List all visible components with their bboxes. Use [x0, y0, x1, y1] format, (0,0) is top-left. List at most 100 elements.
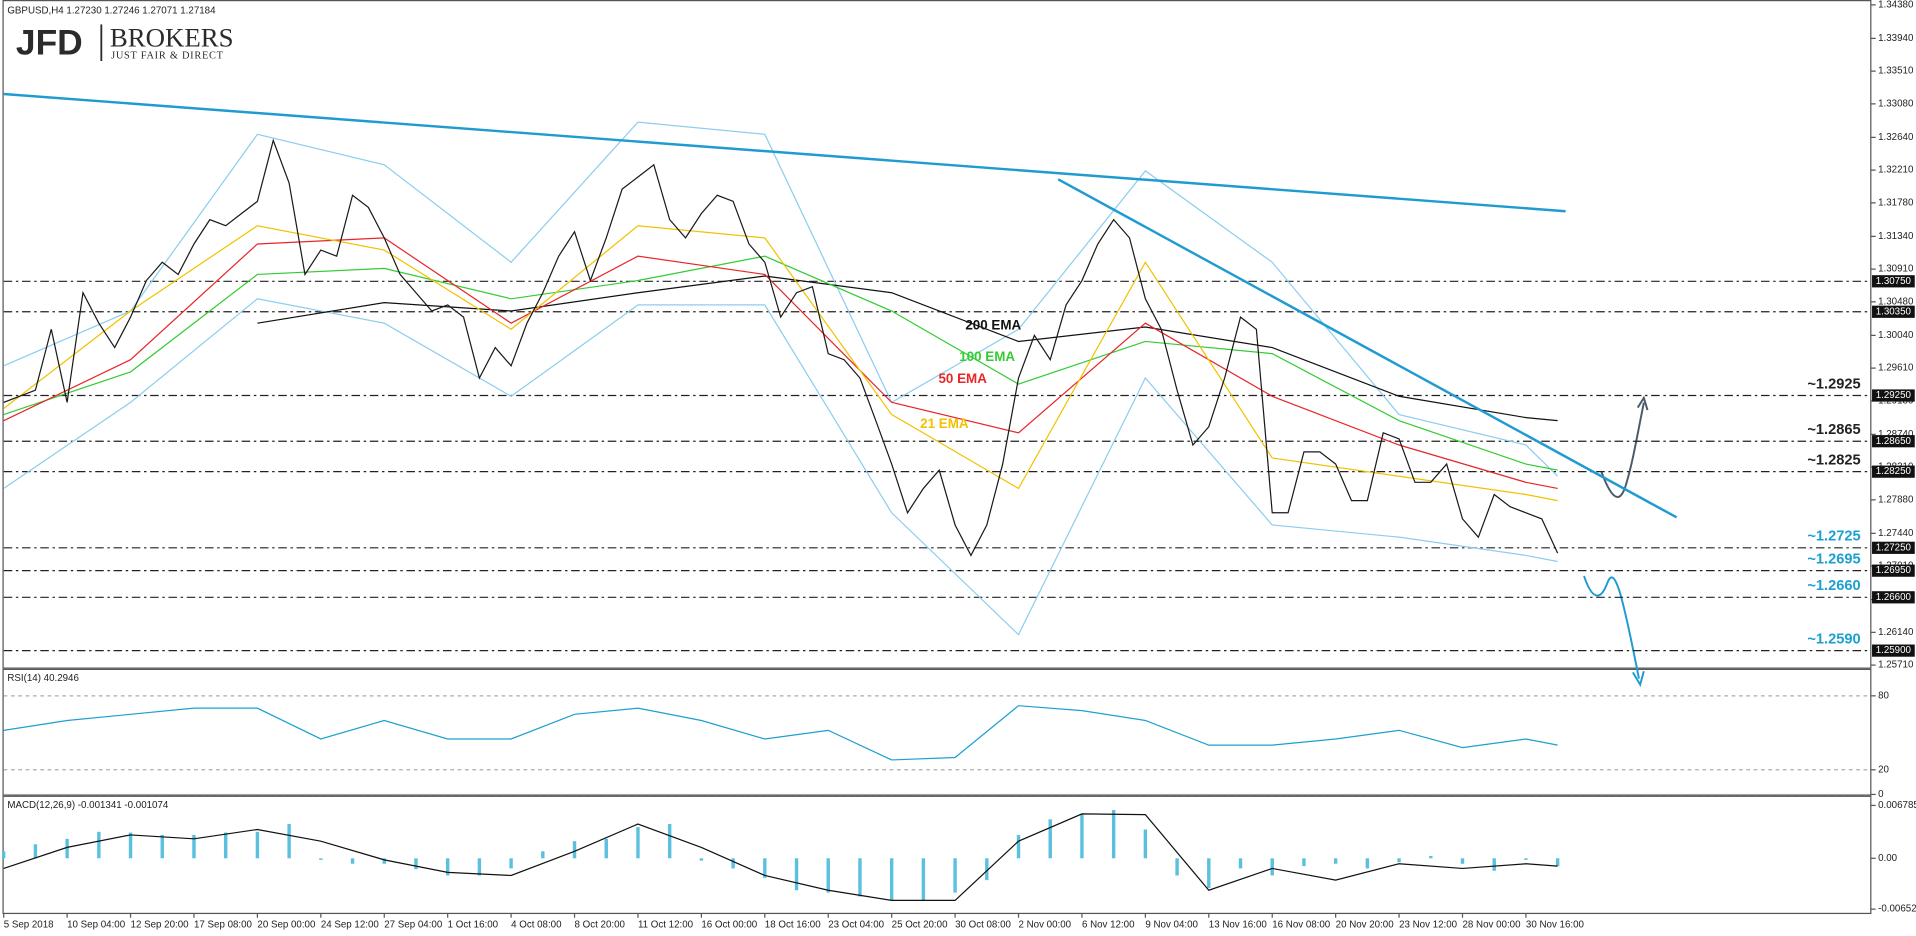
x-tick-label: 17 Sep 08:00	[194, 920, 253, 931]
x-tick-label: 1 Oct 16:00	[448, 920, 499, 931]
level-tag-label: 1.30350	[1876, 306, 1912, 317]
bullish-arrow-head	[1636, 395, 1649, 411]
series-line	[3, 237, 1558, 490]
level-tag-label: 1.27250	[1876, 542, 1912, 553]
series-line	[3, 705, 1558, 761]
series-line	[3, 138, 1559, 557]
histogram-bar	[97, 831, 101, 859]
level-tag	[1872, 275, 1915, 288]
series-line	[3, 298, 1558, 636]
histogram-bar	[1207, 858, 1211, 888]
series-label: 50 EMA	[938, 371, 987, 386]
level-tag	[1872, 389, 1915, 402]
x-tick-label: 11 Oct 12:00	[638, 920, 694, 931]
level-tag-label: 1.28650	[1876, 436, 1912, 447]
histogram-bar	[1, 851, 6, 859]
y-tick-label: 1.29610	[1878, 363, 1914, 374]
logo-word: BROKERS	[110, 22, 234, 52]
x-tick-label: 23 Oct 04:00	[828, 920, 884, 931]
histogram-bar	[763, 858, 767, 878]
level-note: ~1.2660	[1807, 578, 1860, 594]
series-line	[3, 225, 1558, 502]
level-note: ~1.2865	[1807, 422, 1860, 438]
x-tick-label: 28 Nov 00:00	[1463, 920, 1522, 931]
histogram-bar	[1397, 858, 1401, 863]
series-label: 100 EMA	[959, 349, 1015, 364]
series-line	[3, 121, 1559, 477]
histogram-bar	[1175, 858, 1179, 876]
x-tick-label: 16 Oct 00:00	[701, 920, 757, 931]
trendline	[1057, 178, 1678, 519]
y-tick-label: 1.27440	[1878, 528, 1914, 539]
x-tick-label: 24 Sep 12:00	[321, 920, 380, 931]
level-tag-label: 1.26950	[1876, 565, 1912, 576]
histogram-bar	[509, 858, 513, 869]
histogram-bar	[572, 841, 577, 859]
level-note: ~1.2925	[1807, 376, 1860, 392]
y-tick-label: 1.30480	[1878, 296, 1914, 307]
y-tick-label: 0.00	[1878, 853, 1898, 864]
histogram-bar	[731, 858, 735, 869]
x-tick-label: 4 Oct 08:00	[511, 920, 562, 931]
histogram-bar	[921, 858, 926, 901]
level-note: ~1.2695	[1807, 552, 1860, 568]
histogram-bar	[414, 858, 418, 870]
series-line	[3, 255, 1558, 471]
histogram-bar	[1302, 858, 1306, 867]
histogram-bar	[953, 858, 957, 893]
histogram-bar	[1111, 809, 1116, 859]
level-tag-label: 1.26600	[1876, 592, 1912, 603]
histogram-bar	[889, 858, 894, 901]
histogram-bar	[33, 844, 38, 859]
histogram-bar	[287, 824, 291, 859]
level-tag	[1872, 305, 1915, 318]
histogram-bar	[1080, 813, 1084, 859]
x-tick-label: 9 Nov 04:00	[1145, 920, 1198, 931]
histogram-bar	[1333, 858, 1338, 864]
y-tick-label: 1.26140	[1878, 627, 1914, 638]
y-tick-label: 80	[1878, 690, 1889, 701]
trendline	[3, 92, 1566, 213]
histogram-bar	[985, 858, 989, 881]
histogram-bar	[192, 834, 196, 859]
bearish-arrow-head	[1632, 670, 1645, 688]
series-label: 21 EMA	[920, 416, 969, 431]
level-tag	[1872, 541, 1915, 554]
scenario-arrows	[1583, 395, 1649, 688]
histogram-bar	[160, 834, 164, 859]
bullish-arrow	[1600, 402, 1645, 498]
level-tag-label: 1.29250	[1876, 390, 1912, 401]
x-tick-label: 20 Nov 20:00	[1336, 920, 1395, 931]
x-tick-label: 8 Oct 20:00	[575, 920, 626, 931]
level-note: ~1.2725	[1807, 529, 1860, 545]
y-tick-label: 1.31340	[1878, 231, 1914, 242]
y-tick-label: 0.006785	[1878, 800, 1916, 811]
x-tick-label: 5 Sep 2018	[4, 920, 54, 931]
x-tick-label: 20 Sep 00:00	[257, 920, 316, 931]
histogram-bar	[858, 858, 862, 897]
x-tick-label: 10 Sep 04:00	[67, 920, 126, 931]
histogram-bar	[826, 858, 830, 893]
histogram-bar	[1048, 819, 1052, 859]
histogram-bar	[1524, 858, 1528, 860]
x-tick-label: 12 Sep 20:00	[131, 920, 190, 931]
histogram-bar	[1143, 829, 1148, 859]
logo-tagline: JUST FAIR & DIRECT	[111, 51, 224, 62]
level-tag	[1872, 564, 1915, 577]
histogram-bar	[1238, 858, 1243, 869]
panel-title: GBPUSD,H4 1.27230 1.27246 1.27071 1.2718…	[7, 6, 216, 17]
histogram-bar	[128, 832, 133, 859]
y-tick-label: 1.25710	[1878, 660, 1914, 671]
level-tag	[1872, 644, 1915, 657]
histogram-bar	[794, 858, 799, 891]
histogram-bar	[667, 824, 672, 859]
histogram-bar	[1492, 858, 1496, 871]
bearish-arrow	[1583, 575, 1640, 679]
histogram-bar	[445, 858, 450, 876]
histogram-bar	[350, 858, 355, 864]
x-tick-label: 16 Nov 08:00	[1272, 920, 1331, 931]
panel-title: RSI(14) 40.2946	[7, 673, 79, 684]
level-tag-label: 1.30750	[1876, 276, 1912, 287]
